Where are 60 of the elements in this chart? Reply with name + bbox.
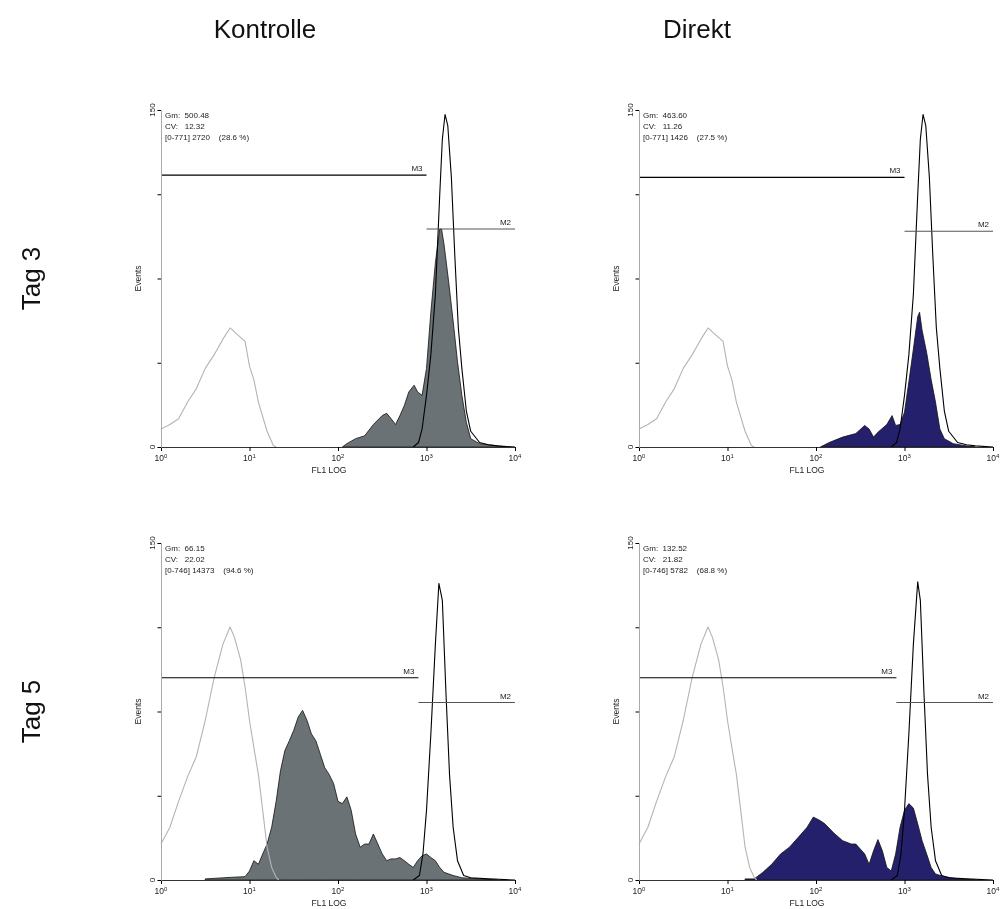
x-tick-label: 10$^{0}$ (154, 453, 169, 463)
x-tick-label: 10$^{0}$ (632, 453, 647, 463)
x-tick-label: 10$^{3}$ (898, 453, 912, 463)
y-axis-title: Events (133, 698, 143, 725)
x-tick-label: 10$^{3}$ (898, 886, 912, 896)
x-tick-label: 10$^{1}$ (721, 886, 735, 896)
annotation: CV: 22.02 (165, 555, 206, 564)
x-tick-label: 10$^{3}$ (420, 453, 434, 463)
y-tick-label: 150 (148, 102, 157, 117)
x-axis-title: FL1 LOG (789, 898, 825, 908)
x-tick-label: 10$^{3}$ (420, 886, 434, 896)
annotation: Gm: 66.15 (165, 544, 206, 553)
annotation: [0-771] 2720 (28.6 %) (165, 133, 250, 142)
x-tick-label: 10$^{0}$ (632, 886, 647, 896)
x-axis-title: FL1 LOG (311, 898, 347, 908)
x-tick-label: 10$^{4}$ (508, 453, 523, 463)
x-tick-label: 10$^{2}$ (809, 453, 823, 463)
x-tick-label: 10$^{4}$ (508, 886, 523, 896)
y-axis-title: Events (611, 265, 621, 292)
y-axis-title: Events (133, 265, 143, 292)
series-label: M2 (499, 218, 512, 228)
x-tick-label: 10$^{2}$ (809, 886, 823, 896)
text: Tag 3 (16, 246, 46, 311)
y-tick-label: 0 (148, 877, 157, 883)
series-label: M2 (499, 691, 512, 701)
x-tick-label: 10$^{2}$ (331, 886, 345, 896)
x-tick-label: 10$^{1}$ (243, 886, 257, 896)
x-tick-label: 10$^{1}$ (243, 453, 257, 463)
annotation: CV: 12.32 (165, 122, 206, 131)
chart-title: Direkt (663, 14, 732, 44)
y-tick-label: 150 (626, 535, 635, 550)
x-tick-label: 10$^{2}$ (331, 453, 345, 463)
text: Tag 5 (16, 679, 46, 744)
y-tick-label: 0 (148, 444, 157, 450)
x-tick-label: 10$^{1}$ (721, 453, 735, 463)
y-tick-label: 0 (626, 444, 635, 450)
annotation: Gm: 500.48 (165, 111, 210, 120)
annotation: Gm: 132.52 (643, 544, 688, 553)
series-label: M3 (411, 164, 424, 174)
x-axis-title: FL1 LOG (789, 465, 825, 475)
series-label: M2 (977, 691, 990, 701)
series-label: M3 (403, 666, 415, 676)
annotation: CV: 11.26 (643, 122, 683, 131)
series-label: M2 (977, 220, 990, 230)
x-axis-title: FL1 LOG (311, 465, 347, 475)
annotation: Gm: 463.60 (643, 111, 688, 120)
chart-title: Kontrolle (213, 14, 317, 44)
y-tick-label: 150 (626, 102, 635, 117)
annotation: [0-746] 5782 (68.8 %) (643, 566, 728, 575)
y-tick-label: 0 (626, 877, 635, 883)
x-tick-label: 10$^{0}$ (154, 886, 169, 896)
x-tick-label: 10$^{4}$ (986, 886, 1001, 896)
annotation: [0-746] 14373 (94.6 %) (165, 566, 254, 575)
y-axis-title: Events (611, 698, 621, 725)
x-tick-label: 10$^{4}$ (986, 453, 1001, 463)
series-label: M3 (881, 666, 893, 676)
annotation: [0-771] 1426 (27.5 %) (643, 133, 728, 142)
y-tick-label: 150 (148, 535, 157, 550)
series-label: M3 (889, 166, 902, 176)
annotation: CV: 21.82 (643, 555, 684, 564)
